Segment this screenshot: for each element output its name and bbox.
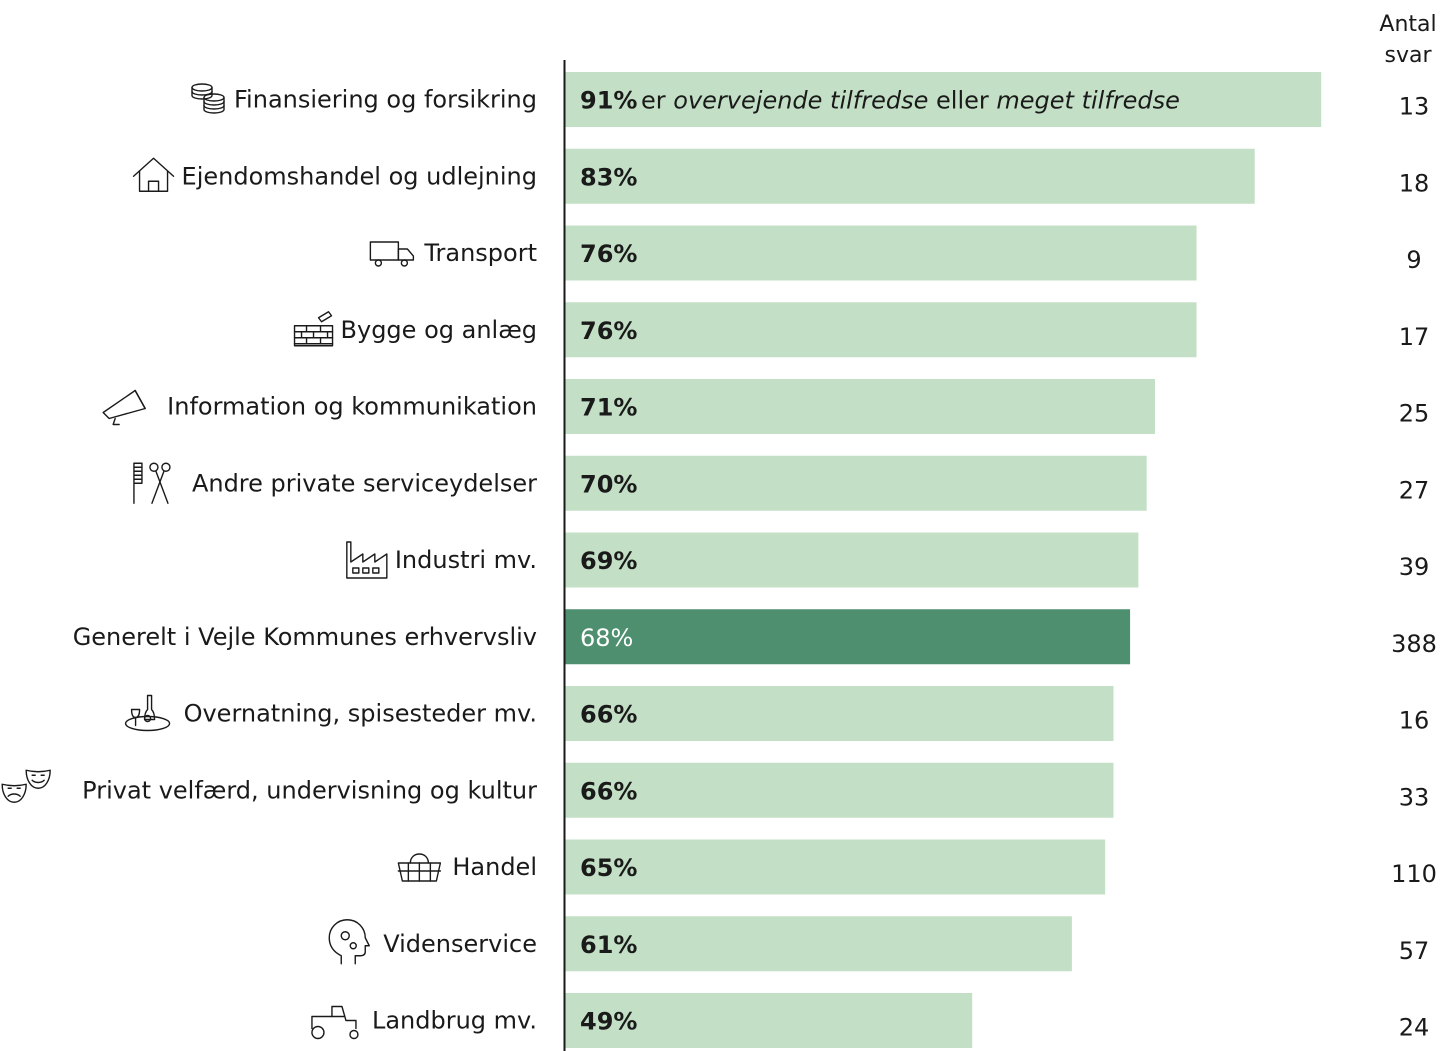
annotation-part-0: er [641,87,666,115]
dining-icon [124,694,171,732]
category-label-10: Handel [452,853,537,881]
category-labels-group: Finansiering og forsikring Ejendomshandel… [73,86,537,1035]
n-label-9: 33 [1399,783,1430,811]
value-label-5: 70% [580,470,637,498]
value-label-3: 76% [580,317,637,345]
n-label-0: 13 [1399,93,1430,121]
n-label-6: 39 [1399,553,1430,581]
value-label-6: 69% [580,547,637,575]
bar-5 [565,455,1147,511]
category-label-11: Videnservice [383,930,537,958]
n-label-10: 110 [1391,860,1437,888]
annotation-part-5 [989,87,997,115]
n-labels-group: 13 18 9 17 25 27 39 388 16 33 110 57 24 [1391,93,1437,1042]
bar-7 [565,609,1131,665]
megaphone-icon [102,389,146,426]
value-label-4: 71% [580,394,637,422]
bar-1 [565,148,1255,204]
category-label-2: Transport [423,239,537,267]
n-header-line-1: Antal [1379,12,1436,37]
n-label-12: 24 [1399,1014,1430,1042]
category-label-12: Landbrug mv. [372,1007,537,1035]
house-icon [132,157,175,192]
n-label-11: 57 [1399,937,1430,965]
n-label-3: 17 [1399,323,1430,351]
value-label-7: 68% [580,624,633,652]
annotation-part-1 [666,87,674,115]
category-label-0: Finansiering og forsikring [234,86,537,114]
value-label-2: 76% [580,240,637,268]
category-label-1: Ejendomshandel og udlejning [182,162,537,190]
n-label-7: 388 [1391,630,1437,658]
head-gears-icon [328,919,370,965]
bar-4 [565,379,1156,434]
bars-group [565,72,1322,1048]
factory-icon [346,541,388,579]
bar-9 [565,762,1114,818]
n-header: Antal svar [1379,12,1436,68]
basket-icon [397,853,442,882]
value-label-9: 66% [580,777,637,805]
value-label-1: 83% [580,163,637,191]
theater-masks-icon [1,769,51,803]
annotation-part-3 [928,87,936,115]
bar-8 [565,686,1114,741]
value-label-11: 61% [580,931,637,959]
annotation-part-4: eller [936,87,989,115]
bar-12 [565,993,973,1048]
category-label-8: Overnatning, spisesteder mv. [184,700,537,728]
value-labels-group: 91% er overvejende tilfredse eller meget … [580,87,1180,1036]
value-label-10: 65% [580,854,637,882]
n-label-4: 25 [1399,400,1430,428]
bar-6 [565,532,1139,588]
annotation-part-6: meget tilfredse [996,87,1180,115]
category-label-7: Generelt i Vejle Kommunes erhvervsliv [73,623,537,651]
bar-3 [565,302,1197,358]
n-label-8: 16 [1399,707,1430,735]
n-header-line-2: svar [1384,43,1432,68]
n-label-2: 9 [1406,246,1421,274]
tractor-icon [311,1005,359,1040]
category-label-4: Information og kommunikation [167,393,537,421]
category-label-9: Privat velfærd, undervisning og kultur [82,776,537,804]
coins-icon [191,83,225,114]
icons-group [1,83,442,1040]
brick-wall-icon [293,311,334,347]
category-label-6: Industri mv. [395,546,537,574]
value-label-8: 66% [580,701,637,729]
annotation-text: er overvejende tilfredse eller meget til… [641,87,1180,115]
category-label-3: Bygge og anlæg [341,316,537,344]
bar-11 [565,916,1072,972]
bar-10 [565,839,1106,895]
comb-scissors-icon [133,462,171,504]
bar-0 [565,72,1322,127]
value-label-0: 91% [580,87,637,115]
bar-2 [565,225,1197,281]
truck-icon [369,241,415,267]
n-label-5: 27 [1399,476,1430,504]
category-label-5: Andre private serviceydelser [192,469,537,497]
n-label-1: 18 [1399,169,1430,197]
annotation-part-2: overvejende tilfredse [673,87,928,115]
value-label-12: 49% [580,1008,637,1036]
